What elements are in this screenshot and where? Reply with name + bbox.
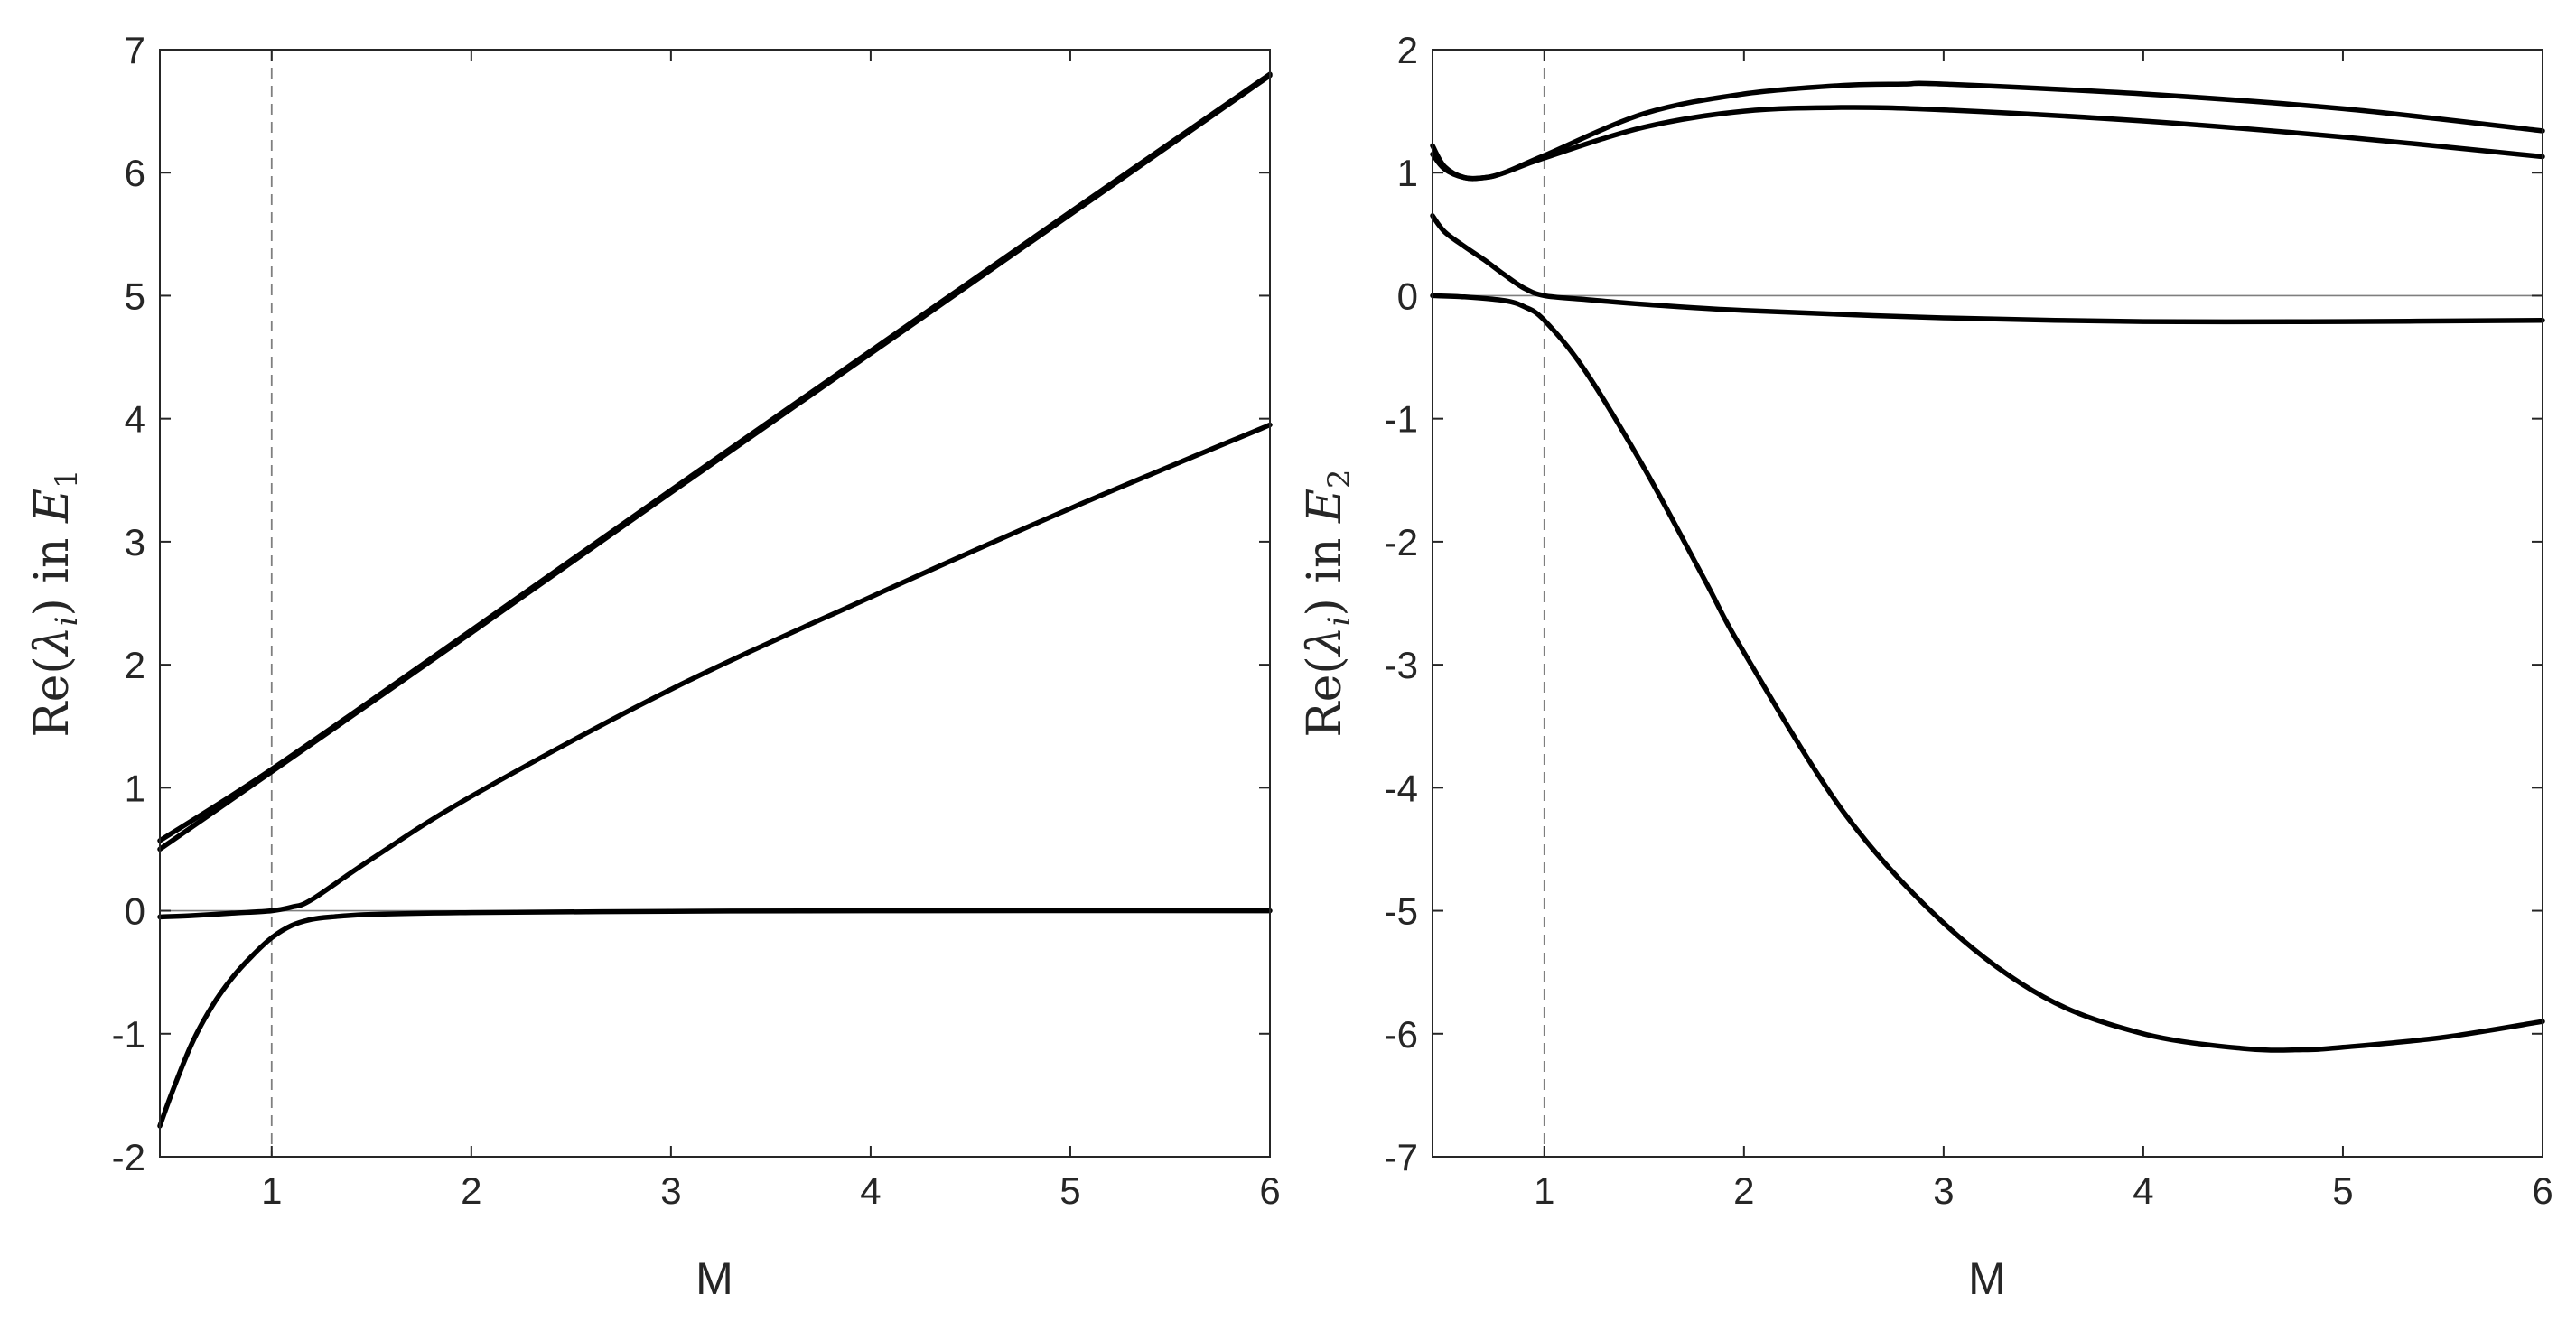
- y-tick-label: 0: [125, 890, 145, 933]
- y-tick-label: 2: [125, 644, 145, 686]
- y-tick-label: 7: [125, 29, 145, 71]
- y-tick-label: -1: [1385, 398, 1418, 441]
- y-tick-label: -6: [1385, 1013, 1418, 1056]
- y-tick-label: -4: [1385, 767, 1418, 809]
- x-tick-label: 4: [2133, 1169, 2153, 1212]
- chart-marks: 1 2 3 4 5 6 -2 -1 0 1 2 3 4 5 6 7: [112, 29, 1281, 1212]
- y-tick-label: 4: [125, 398, 145, 441]
- y-tick-label: -2: [112, 1136, 145, 1178]
- y-tick-label: -3: [1385, 644, 1418, 686]
- series-line-2: [157, 72, 1273, 852]
- y-tick-label: -2: [1385, 521, 1418, 563]
- x-tick-label: 3: [660, 1169, 681, 1212]
- x-axis-label: M: [1968, 1253, 2006, 1304]
- x-tick-label: 4: [860, 1169, 881, 1212]
- plot-frame: [159, 49, 1271, 1158]
- y-tick-label: -1: [112, 1013, 145, 1056]
- x-tick-label: 3: [1933, 1169, 1954, 1212]
- x-tick-label: 5: [2332, 1169, 2353, 1212]
- y-tick-label: -7: [1385, 1136, 1418, 1178]
- x-tick-label: 1: [1534, 1169, 1554, 1212]
- series-line-3: [157, 422, 1273, 920]
- chart-marks: 1 2 3 4 5 6 -7 -6 -5 -4 -3 -2 -1 0 1 2: [1385, 29, 2553, 1212]
- series-line-4: [1430, 293, 2545, 1053]
- series-line-4: [157, 908, 1273, 1129]
- series-line-2: [1430, 105, 2545, 182]
- y-tick-label: 3: [125, 521, 145, 563]
- x-axis-label: M: [695, 1253, 733, 1304]
- y-axis-label: Re(λi) in E2: [1298, 469, 1358, 737]
- y-tick-label: 0: [1397, 275, 1418, 317]
- chart-panel-e1: 1 2 3 4 5 6 -2 -1 0 1 2 3 4 5 6 7 M Re(λi) in E1: [25, 29, 1281, 1304]
- x-tick-label: 2: [1733, 1169, 1754, 1212]
- plot-frame: [1432, 49, 2543, 1158]
- y-axis-label: Re(λi) in E1: [25, 469, 85, 737]
- x-tick-label: 5: [1059, 1169, 1080, 1212]
- y-tick-label: 6: [125, 152, 145, 194]
- series-line-3: [1430, 213, 2545, 325]
- x-tick-label: 6: [1259, 1169, 1280, 1212]
- chart-panel-e2: 1 2 3 4 5 6 -7 -6 -5 -4 -3 -2 -1 0 1 2 M Re(λi) in E2: [1298, 29, 2553, 1304]
- x-tick-label: 1: [261, 1169, 282, 1212]
- y-tick-label: 2: [1397, 29, 1418, 71]
- y-tick-label: -5: [1385, 890, 1418, 933]
- y-tick-label: 5: [125, 275, 145, 317]
- x-tick-label: 6: [2532, 1169, 2553, 1212]
- x-tick-label: 2: [461, 1169, 481, 1212]
- y-tick-label: 1: [1397, 152, 1418, 194]
- y-tick-label: 1: [125, 767, 145, 809]
